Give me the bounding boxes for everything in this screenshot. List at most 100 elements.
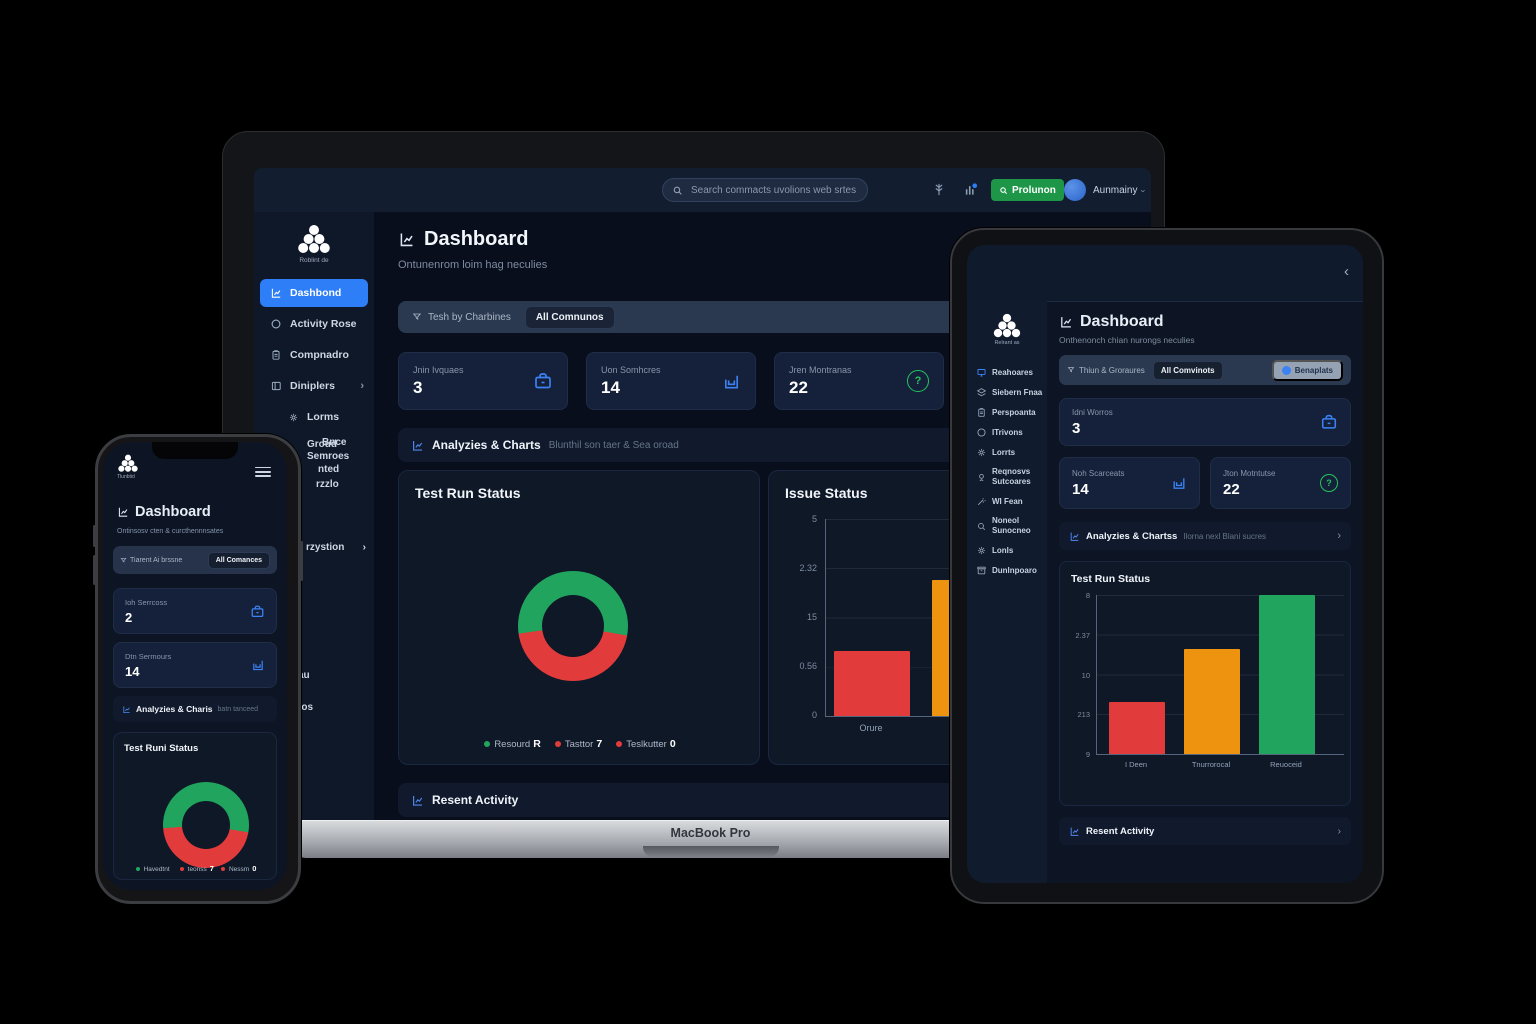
tablet-menu: Reahoares Siebern Fnaa Perspoanta ITrivo… — [967, 367, 1047, 576]
donut-hole — [542, 595, 604, 657]
search-input[interactable] — [662, 178, 868, 202]
user-menu[interactable]: Aunmainy › — [1093, 185, 1149, 196]
gear-icon — [976, 447, 987, 458]
sidebar-item-itrivons[interactable]: ITrivons — [967, 427, 1047, 438]
briefcase-icon — [533, 371, 553, 391]
clipboard-icon — [976, 407, 987, 418]
branch-icon[interactable] — [932, 181, 946, 198]
laptop-notch — [642, 846, 779, 857]
x-label: Tnurrorocal — [1191, 760, 1231, 769]
sidebar-item-compnadro[interactable]: Compnadro — [254, 341, 374, 369]
page-title-label: Dashboard — [135, 504, 211, 520]
stat-value: 14 — [601, 377, 620, 397]
analytics-section-bar[interactable]: Analyzies & Charis batn tanceed — [113, 696, 277, 722]
sidebar-item-label: Lorms — [307, 411, 340, 423]
filter-bar: Thiun & Groraures All Comvinots Benaplat… — [1059, 355, 1351, 385]
sidebar-item-dunlnpoaro[interactable]: Dunlnpoaro — [967, 565, 1047, 576]
all-comances-button[interactable]: All Comances — [207, 551, 270, 569]
filter-label: Thiun & Groraures — [1067, 366, 1145, 375]
chart-icon — [411, 794, 424, 807]
sidebar-item-bnce[interactable]: Bnce — [322, 437, 347, 448]
legend-item: Resourd R — [484, 738, 541, 750]
legend-item: teonss 7 — [179, 864, 214, 873]
briefcase-icon — [1320, 413, 1338, 431]
section-title: Resent Activity — [1086, 825, 1155, 837]
save-icon — [722, 372, 741, 391]
notifications-icon[interactable] — [962, 181, 979, 199]
filter-label-text: Tiarent Ai brssne — [130, 556, 183, 564]
legend-label: Tasttor — [564, 739, 594, 750]
sidebar-item-reqnosvs[interactable]: Reqnosvs Sutcoares — [967, 467, 1047, 487]
all-comnunos-button[interactable]: All Comnunos — [524, 305, 615, 329]
section-title: Resent Activity — [432, 793, 519, 807]
chart-icon — [398, 231, 415, 248]
question-circle-icon: ? — [1320, 474, 1338, 492]
sidebar-item-siebern-fnaa[interactable]: Siebern Fnaa — [967, 387, 1047, 398]
user-avatar[interactable] — [1064, 179, 1086, 201]
benaplats-button[interactable]: Benaplats — [1271, 359, 1343, 381]
sidebar-item-activity-rose[interactable]: Activity Rose — [254, 310, 374, 338]
phone-notch — [152, 442, 238, 459]
y-tick: 5 — [811, 514, 817, 524]
sidebar-item-label: Dunlnpoaro — [992, 566, 1037, 575]
stat-label: Ioh Serrcoss — [125, 597, 168, 607]
analytics-section-bar[interactable]: Analyzies & Chartss Ilorna nexl Blani su… — [1059, 522, 1351, 550]
briefcase-icon — [250, 604, 265, 619]
all-comvinots-button[interactable]: All Comvinots — [1152, 360, 1223, 380]
sidebar-item-label: Diniplers — [290, 380, 335, 392]
prolunon-button[interactable]: Prolunon — [991, 179, 1064, 201]
app-logo: Tlunbtid — [117, 454, 139, 480]
legend-label: Resourd — [494, 739, 531, 750]
recent-activity-bar[interactable]: Resent Activity › — [1059, 817, 1351, 845]
sidebar-item-label: Noneol Sunocneo — [992, 516, 1031, 535]
sidebar-item-fragment[interactable]: rzzlo — [316, 479, 339, 490]
y-tick: 2.37 — [1075, 630, 1090, 640]
sidebar-item-fragment[interactable]: au — [298, 670, 310, 681]
stat-label: Jton Motntutse — [1223, 468, 1276, 478]
sidebar-item-lorms[interactable]: Lorms — [254, 403, 374, 431]
search-field[interactable] — [689, 183, 858, 197]
sidebar-item-fragment[interactable]: tos — [298, 702, 313, 713]
sidebar-item-fragment[interactable]: nted — [318, 464, 340, 475]
page-title: Dashboard — [398, 228, 528, 251]
laptop-base-label: MacBook Pro — [670, 826, 751, 840]
sidebar-item-label: Dashbond — [290, 287, 342, 299]
sidebar-item-diniplers[interactable]: Diniplers › — [254, 372, 374, 400]
stat-value: 3 — [413, 377, 423, 397]
stat-label: Dtn Sermours — [125, 651, 172, 661]
page-subtitle: Onthenonch chian nurongs neculies — [1059, 335, 1195, 345]
prolunon-button-label: Prolunon — [1012, 184, 1056, 196]
legend-count: 0 — [669, 738, 676, 750]
layers-icon — [976, 387, 987, 398]
sidebar-item-lonls[interactable]: Lonls — [967, 545, 1047, 556]
stat-card: Jnin Ivquaes 3 — [398, 352, 568, 410]
tablet-sidebar: Relrant as Reahoares Siebern Fnaa Perspo… — [967, 301, 1047, 883]
sidebar-item-reahoares[interactable]: Reahoares — [967, 367, 1047, 378]
panel-icon — [270, 380, 282, 392]
sidebar-item-lorrts[interactable]: Lorrts — [967, 447, 1047, 458]
magnifier-icon — [999, 186, 1008, 195]
legend-count: 7 — [209, 864, 214, 873]
chevron-left-icon[interactable]: ‹ — [1344, 263, 1349, 280]
stat-value: 22 — [1223, 480, 1240, 498]
app-logo: Relrant as — [967, 313, 1047, 346]
phone-screen: Tlunbtid Dashboard Ontinsosv cten & curc… — [103, 442, 287, 890]
page-subtitle: Ontinsosv cten & curcthennnsates — [117, 528, 224, 535]
legend-item: Teslkutter 0 — [616, 738, 676, 750]
sidebar-item-noneol[interactable]: Noneol Sunocneo — [967, 516, 1047, 536]
clipboard-icon — [270, 349, 282, 361]
sidebar-item-rzystion[interactable]: rzystion › — [306, 542, 366, 553]
tablet-topbar: ‹ — [967, 245, 1363, 302]
legend-count: 7 — [596, 738, 603, 750]
sidebar-item-perspoanta[interactable]: Perspoanta — [967, 407, 1047, 418]
sidebar-item-label: Siebern Fnaa — [992, 388, 1043, 397]
sidebar-item-wi-fean[interactable]: WI Fean — [967, 496, 1047, 507]
sidebar-item-dashboard[interactable]: Dashbond — [260, 279, 368, 307]
app-logo: Roblint de — [254, 224, 374, 264]
hamburger-menu-icon[interactable] — [255, 464, 271, 480]
chevron-right-icon: › — [1337, 825, 1341, 837]
laptop-topbar: Prolunon Aunmainy › — [254, 168, 1151, 213]
blue-dot-icon — [1281, 365, 1291, 375]
search-icon — [976, 521, 987, 532]
stat-value: 22 — [789, 377, 808, 397]
